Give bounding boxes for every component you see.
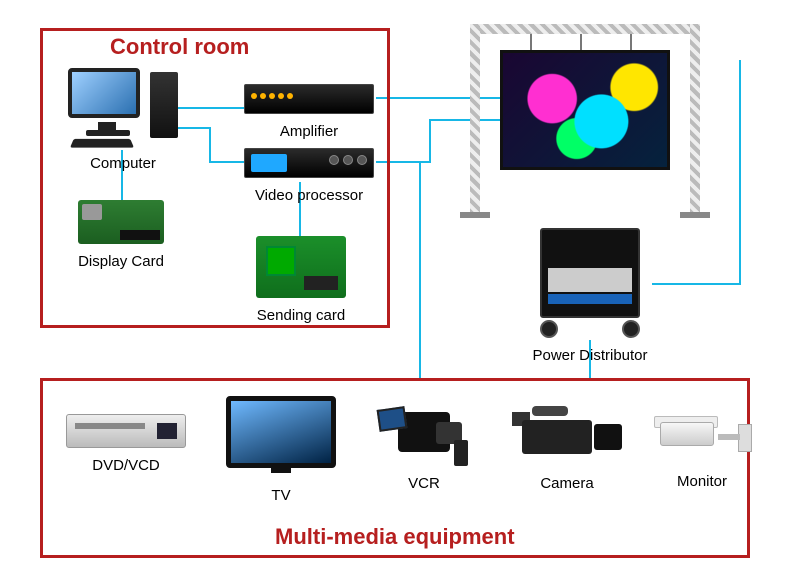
amplifier-icon bbox=[244, 84, 374, 114]
amplifier-label: Amplifier bbox=[244, 123, 374, 140]
video-processor-icon bbox=[244, 148, 374, 178]
control-room-title: Control room bbox=[110, 34, 249, 60]
tv-icon bbox=[226, 396, 336, 468]
system-diagram: Control room Multi-media equipment Compu… bbox=[0, 0, 787, 583]
camera-node: Camera bbox=[512, 406, 622, 492]
computer-label: Computer bbox=[68, 155, 178, 172]
sending-card-label: Sending card bbox=[256, 307, 346, 324]
vcr-node: VCR bbox=[384, 406, 464, 492]
led-screen-icon bbox=[500, 50, 670, 170]
sending-card-icon bbox=[256, 236, 346, 298]
power-distributor-label: Power Distributor bbox=[530, 347, 650, 364]
camera-icon bbox=[512, 406, 622, 466]
led-screen-node bbox=[470, 24, 700, 214]
monitor-node: Monitor bbox=[652, 408, 752, 490]
computer-icon bbox=[68, 68, 178, 146]
video-processor-node: Video processor bbox=[244, 148, 374, 204]
computer-node: Computer bbox=[68, 68, 178, 172]
tv-label: TV bbox=[226, 487, 336, 504]
tv-node: TV bbox=[226, 396, 336, 504]
dvd-label: DVD/VCD bbox=[66, 457, 186, 474]
vcr-icon bbox=[384, 406, 464, 466]
camera-label: Camera bbox=[512, 475, 622, 492]
power-distributor-icon bbox=[530, 228, 650, 338]
power-distributor-node: Power Distributor bbox=[530, 228, 650, 364]
monitor-label: Monitor bbox=[652, 473, 752, 490]
display-card-label: Display Card bbox=[78, 253, 164, 270]
dvd-icon bbox=[66, 414, 186, 448]
video-processor-label: Video processor bbox=[244, 187, 374, 204]
dvd-node: DVD/VCD bbox=[66, 414, 186, 474]
display-card-node: Display Card bbox=[78, 200, 164, 270]
multimedia-title: Multi-media equipment bbox=[275, 524, 515, 550]
sending-card-node: Sending card bbox=[256, 236, 346, 324]
vcr-label: VCR bbox=[384, 475, 464, 492]
cctv-icon bbox=[652, 408, 752, 464]
amplifier-node: Amplifier bbox=[244, 84, 374, 140]
display-card-icon bbox=[78, 200, 164, 244]
truss-icon bbox=[470, 24, 700, 214]
